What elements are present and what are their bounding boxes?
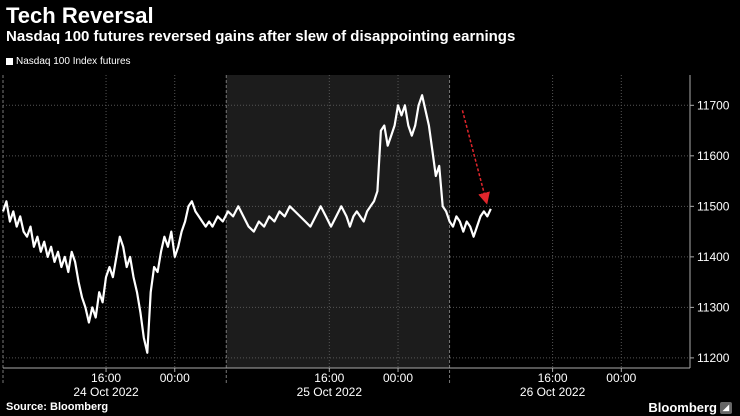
y-tick-label: 11300 [697, 300, 730, 314]
source-note: Source: Bloomberg [6, 401, 109, 413]
x-tick-label: 16:00 [91, 371, 121, 385]
x-tick-label: 00:00 [606, 371, 636, 385]
x-tick-label: 16:00 [314, 371, 344, 385]
legend-swatch [6, 58, 13, 65]
x-tick-label: 00:00 [160, 371, 190, 385]
x-date-label: 24 Oct 2022 [73, 385, 139, 399]
bloomberg-logo: Bloomberg ◢ [648, 400, 732, 415]
x-date-label: 26 Oct 2022 [520, 385, 586, 399]
terminal-badge-icon: ◢ [720, 401, 732, 414]
legend-label: Nasdaq 100 Index futures [16, 56, 131, 67]
annotation-arrow [461, 110, 490, 205]
chart-title: Tech Reversal [6, 3, 154, 28]
y-tick-label: 11500 [697, 199, 730, 213]
chart-subtitle: Nasdaq 100 futures reversed gains after … [6, 28, 516, 45]
x-tick-label: 00:00 [383, 371, 413, 385]
x-date-label: 25 Oct 2022 [297, 385, 363, 399]
y-tick-label: 11200 [697, 351, 730, 365]
y-tick-label: 11700 [697, 98, 730, 112]
y-tick-label: 11400 [697, 250, 730, 264]
series-line-nasdaq-futures [1, 94, 492, 354]
y-tick-label: 11600 [697, 149, 730, 163]
x-tick-label: 16:00 [538, 371, 568, 385]
shaded-day-band [226, 75, 450, 368]
brand-text: Bloomberg [648, 400, 717, 415]
legend: Nasdaq 100 Index futures [6, 56, 131, 67]
